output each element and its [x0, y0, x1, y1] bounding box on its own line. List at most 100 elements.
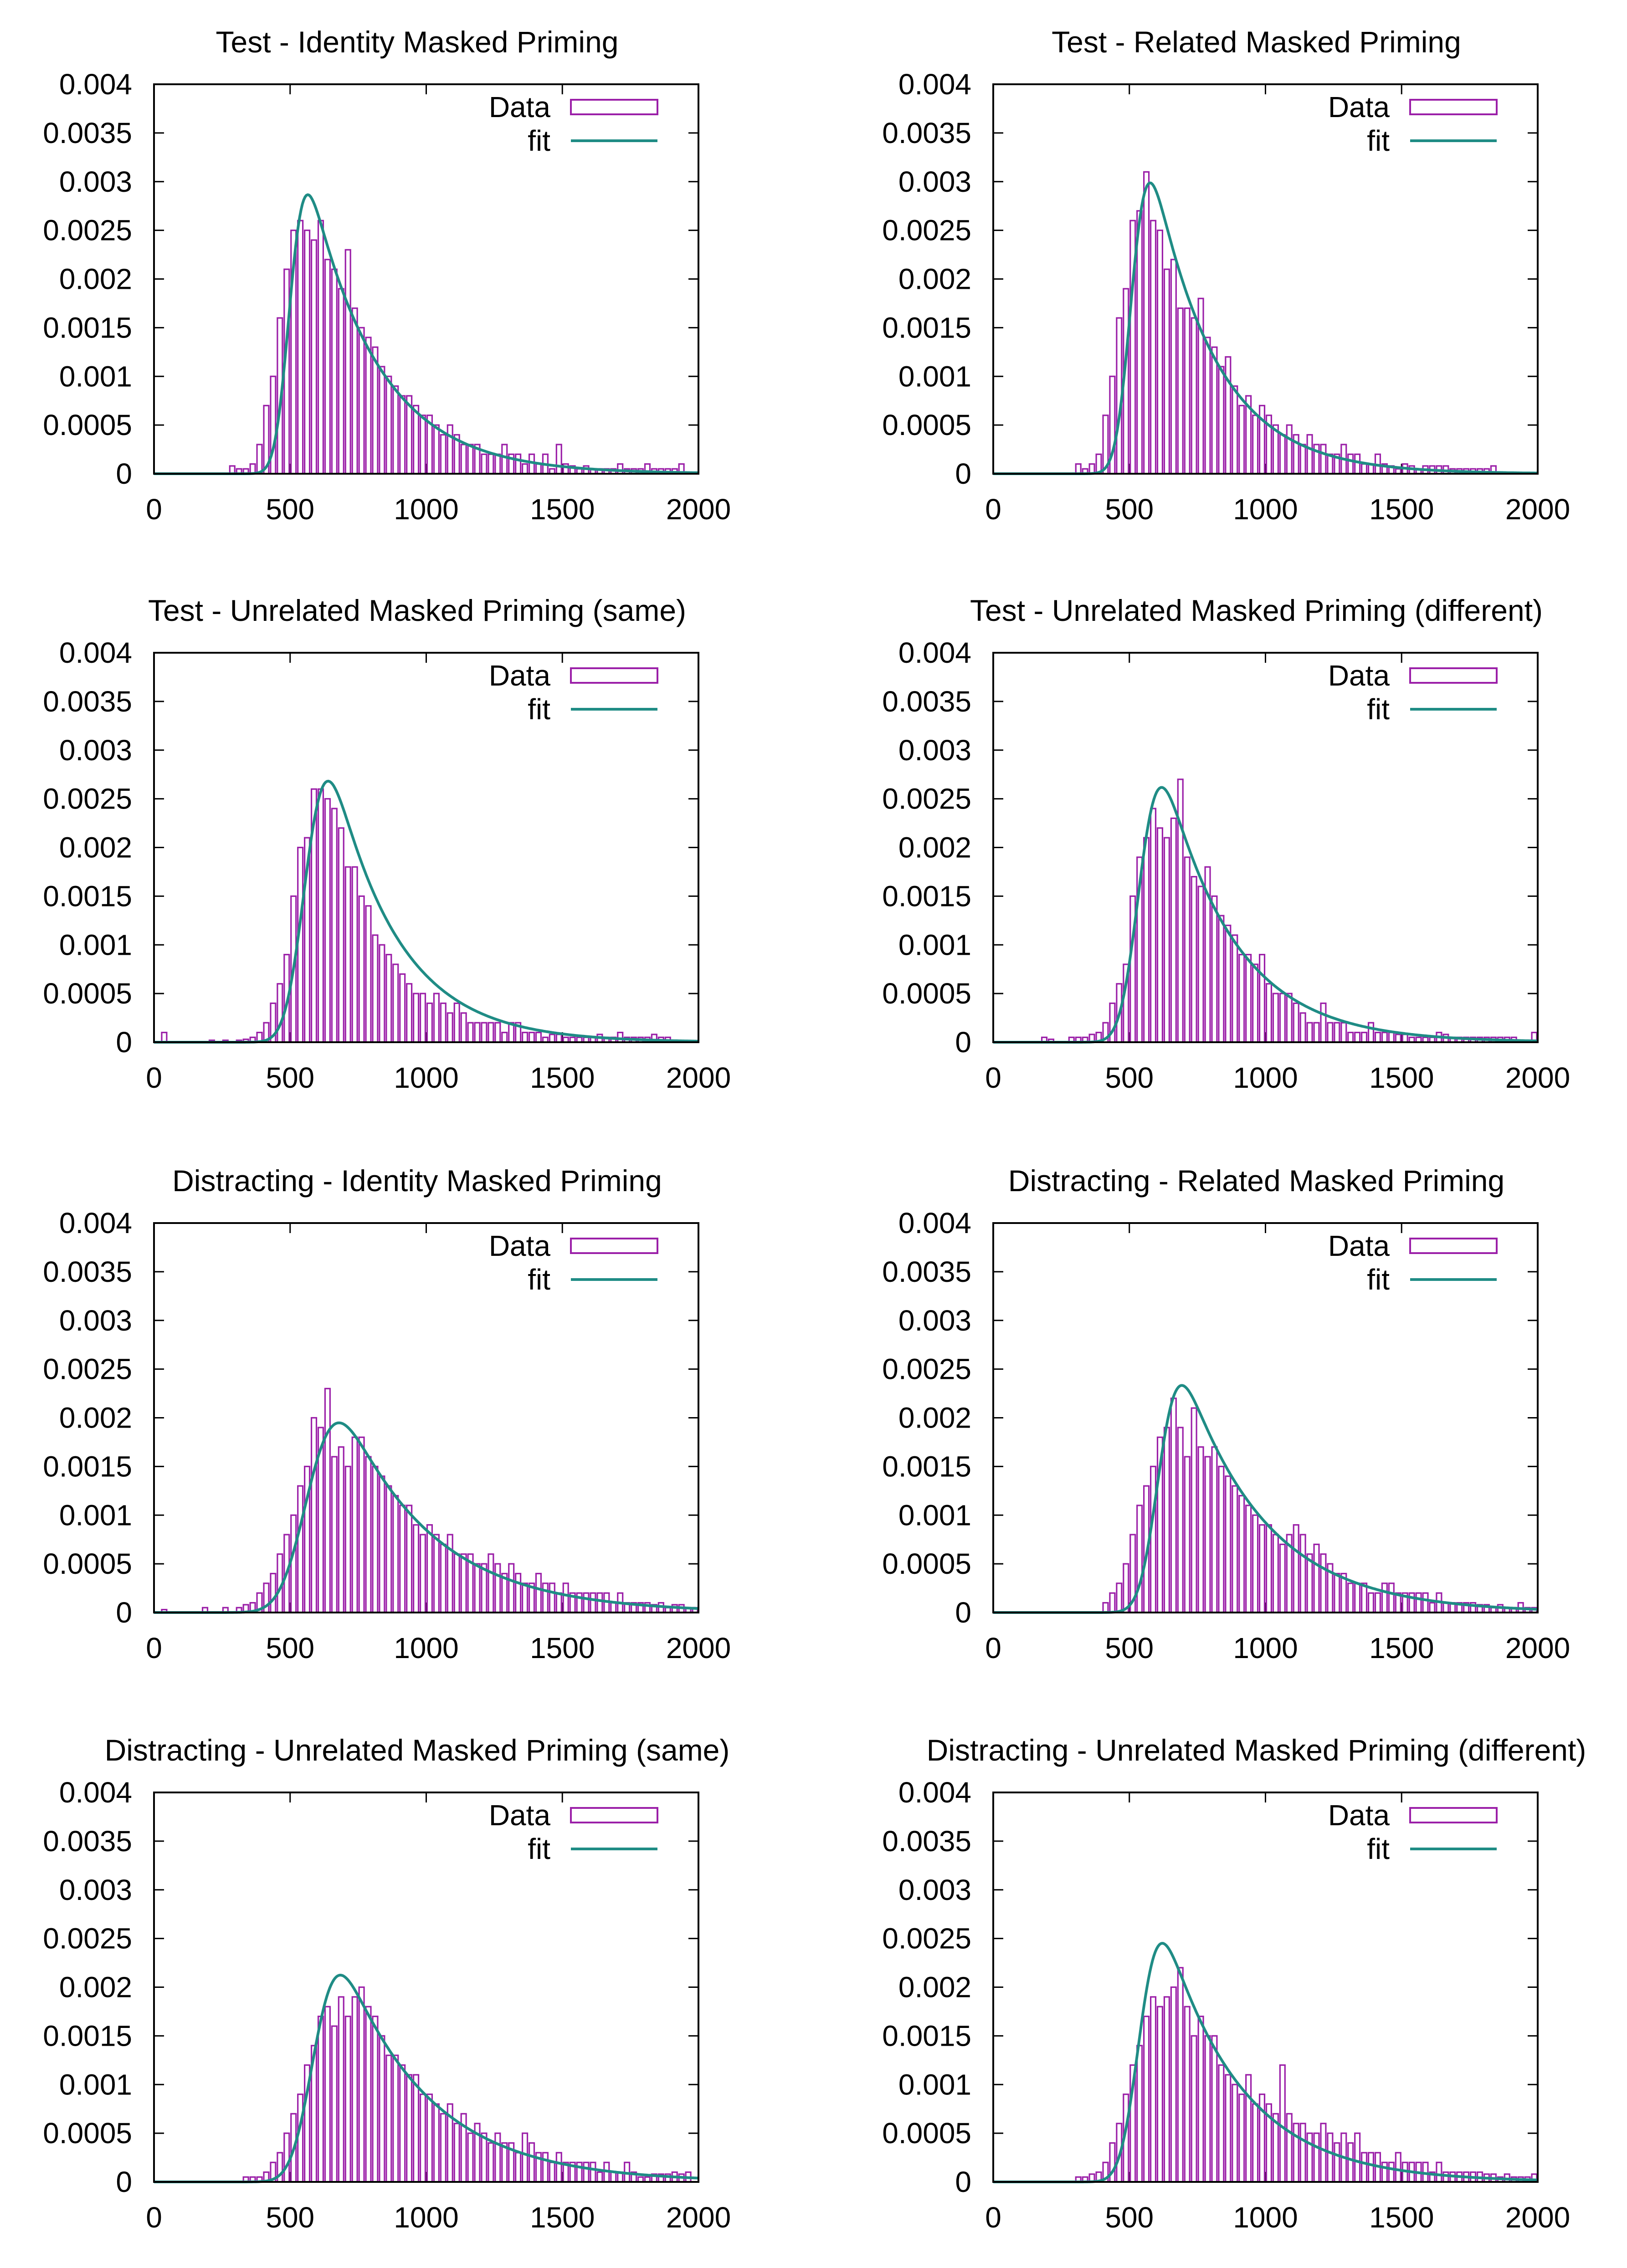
- histogram-bar: [1136, 2045, 1143, 2183]
- x-tick-label: 500: [1105, 493, 1154, 526]
- histogram-bar: [1320, 444, 1327, 475]
- y-tick-label: 0.002: [898, 263, 971, 296]
- legend-fit-label: fit: [1367, 1263, 1390, 1296]
- x-tick-label: 0: [146, 2201, 162, 2234]
- histogram-bar: [406, 983, 413, 1043]
- histogram-bar: [1401, 1034, 1408, 1043]
- histogram-bar: [1163, 268, 1170, 475]
- histogram-bar: [413, 1524, 420, 1613]
- y-tick-label: 0.0025: [43, 1353, 132, 1386]
- histogram-bar: [351, 866, 358, 1043]
- histogram-bar: [338, 288, 344, 475]
- histogram-bar: [1313, 444, 1320, 475]
- histogram-bar: [1286, 424, 1293, 475]
- y-tick-label: 0: [955, 457, 971, 490]
- histogram-bar: [392, 963, 399, 1043]
- histogram-bar: [433, 993, 440, 1043]
- chart-title: Distracting - Unrelated Masked Priming (…: [105, 1733, 730, 1767]
- histogram-bar: [522, 463, 529, 475]
- y-tick-label: 0.001: [898, 928, 971, 961]
- histogram-bar: [501, 1032, 508, 1043]
- y-tick-label: 0.0015: [43, 311, 132, 344]
- histogram-bar: [508, 1563, 515, 1613]
- histogram-bar: [1170, 1986, 1177, 2183]
- y-tick-label: 0.0035: [882, 1255, 971, 1288]
- y-tick-label: 0.001: [59, 928, 132, 961]
- x-tick-label: 0: [146, 1061, 162, 1094]
- histogram-bar: [535, 463, 542, 475]
- histogram-bar: [1218, 1465, 1225, 1613]
- histogram-bar: [365, 1456, 372, 1613]
- chart-panel-4: Test - Unrelated Masked Priming (differe…: [882, 594, 1570, 1094]
- x-tick-label: 500: [266, 1632, 314, 1664]
- y-tick-label: 0.002: [59, 1971, 132, 2004]
- histogram-bar: [1211, 1446, 1218, 1613]
- y-tick-label: 0.002: [898, 1971, 971, 2004]
- y-tick-label: 0.0025: [882, 783, 971, 815]
- histogram-bar: [501, 444, 508, 475]
- y-tick-label: 0.0025: [43, 783, 132, 815]
- histogram-bar: [1156, 230, 1164, 475]
- y-tick-label: 0.0015: [43, 1450, 132, 1483]
- histogram-bar: [576, 2161, 583, 2183]
- y-tick-label: 0.0005: [43, 2117, 132, 2150]
- histogram-bar: [1293, 1524, 1299, 1613]
- legend-data-swatch: [570, 99, 658, 115]
- histogram-bar: [1265, 983, 1273, 1043]
- histogram-bar: [385, 2054, 392, 2183]
- x-tick-label: 2000: [666, 493, 731, 526]
- histogram-bar: [1279, 2064, 1286, 2183]
- histogram-bar: [447, 424, 453, 475]
- histogram-bar: [1109, 1592, 1116, 1613]
- histogram-bar: [1279, 993, 1286, 1043]
- x-tick-label: 1000: [1233, 1632, 1298, 1664]
- histogram-bar: [1163, 1996, 1170, 2183]
- plot-frame: [153, 652, 699, 1043]
- legend-fit-label: fit: [528, 1833, 550, 1865]
- histogram-bar: [1102, 1602, 1109, 1613]
- histogram-bar: [413, 993, 420, 1043]
- histogram-bar: [399, 2064, 406, 2183]
- histogram-bar: [1313, 2132, 1320, 2183]
- histogram-bar: [481, 453, 488, 475]
- y-tick-label: 0.0035: [882, 117, 971, 149]
- histogram-bar: [1374, 1592, 1381, 1613]
- histogram-bar: [522, 1582, 529, 1613]
- histogram-bar: [1334, 1022, 1340, 1043]
- y-tick-label: 0.0035: [43, 1255, 132, 1288]
- x-tick-label: 1500: [1369, 2201, 1434, 2234]
- histogram-bar: [453, 2123, 460, 2183]
- histogram-bar: [1354, 2132, 1361, 2183]
- x-tick-label: 1000: [1233, 2201, 1298, 2234]
- histogram-bar: [304, 230, 311, 475]
- chart-panel-7: Distracting - Unrelated Masked Priming (…: [43, 1733, 731, 2234]
- histogram-bar: [590, 1592, 596, 1613]
- histogram-bar: [1279, 434, 1286, 475]
- histogram-bar: [256, 444, 263, 475]
- histogram-bar: [555, 2152, 562, 2183]
- chart-title: Test - Unrelated Masked Priming (differe…: [970, 594, 1543, 627]
- histogram-bar: [426, 1002, 433, 1043]
- y-tick-label: 0.001: [59, 360, 132, 393]
- histogram-bar: [426, 1524, 433, 1613]
- fit-curve: [993, 1942, 1538, 2183]
- histogram-bar: [1238, 404, 1245, 475]
- histogram-bar: [1442, 2171, 1449, 2183]
- histogram-bar: [542, 1582, 549, 1613]
- x-tick-label: 1500: [1369, 1061, 1434, 1094]
- histogram-bar: [351, 1436, 358, 1613]
- histogram-bar: [1150, 1465, 1157, 1613]
- histogram-bar: [488, 2142, 494, 2183]
- histogram-bar: [1163, 837, 1170, 1043]
- y-tick-label: 0.004: [59, 1207, 132, 1239]
- histogram-bar: [1143, 837, 1150, 1043]
- fit-curve: [993, 786, 1538, 1044]
- histogram-bar: [1218, 366, 1225, 475]
- histogram-bar: [1272, 1534, 1279, 1613]
- histogram-bar: [317, 788, 324, 1043]
- x-tick-label: 1000: [394, 2201, 458, 2234]
- histogram-bar: [1293, 2123, 1299, 2183]
- histogram-bar: [379, 944, 385, 1043]
- histogram-bar: [1347, 2142, 1354, 2183]
- y-tick-label: 0: [116, 1026, 132, 1059]
